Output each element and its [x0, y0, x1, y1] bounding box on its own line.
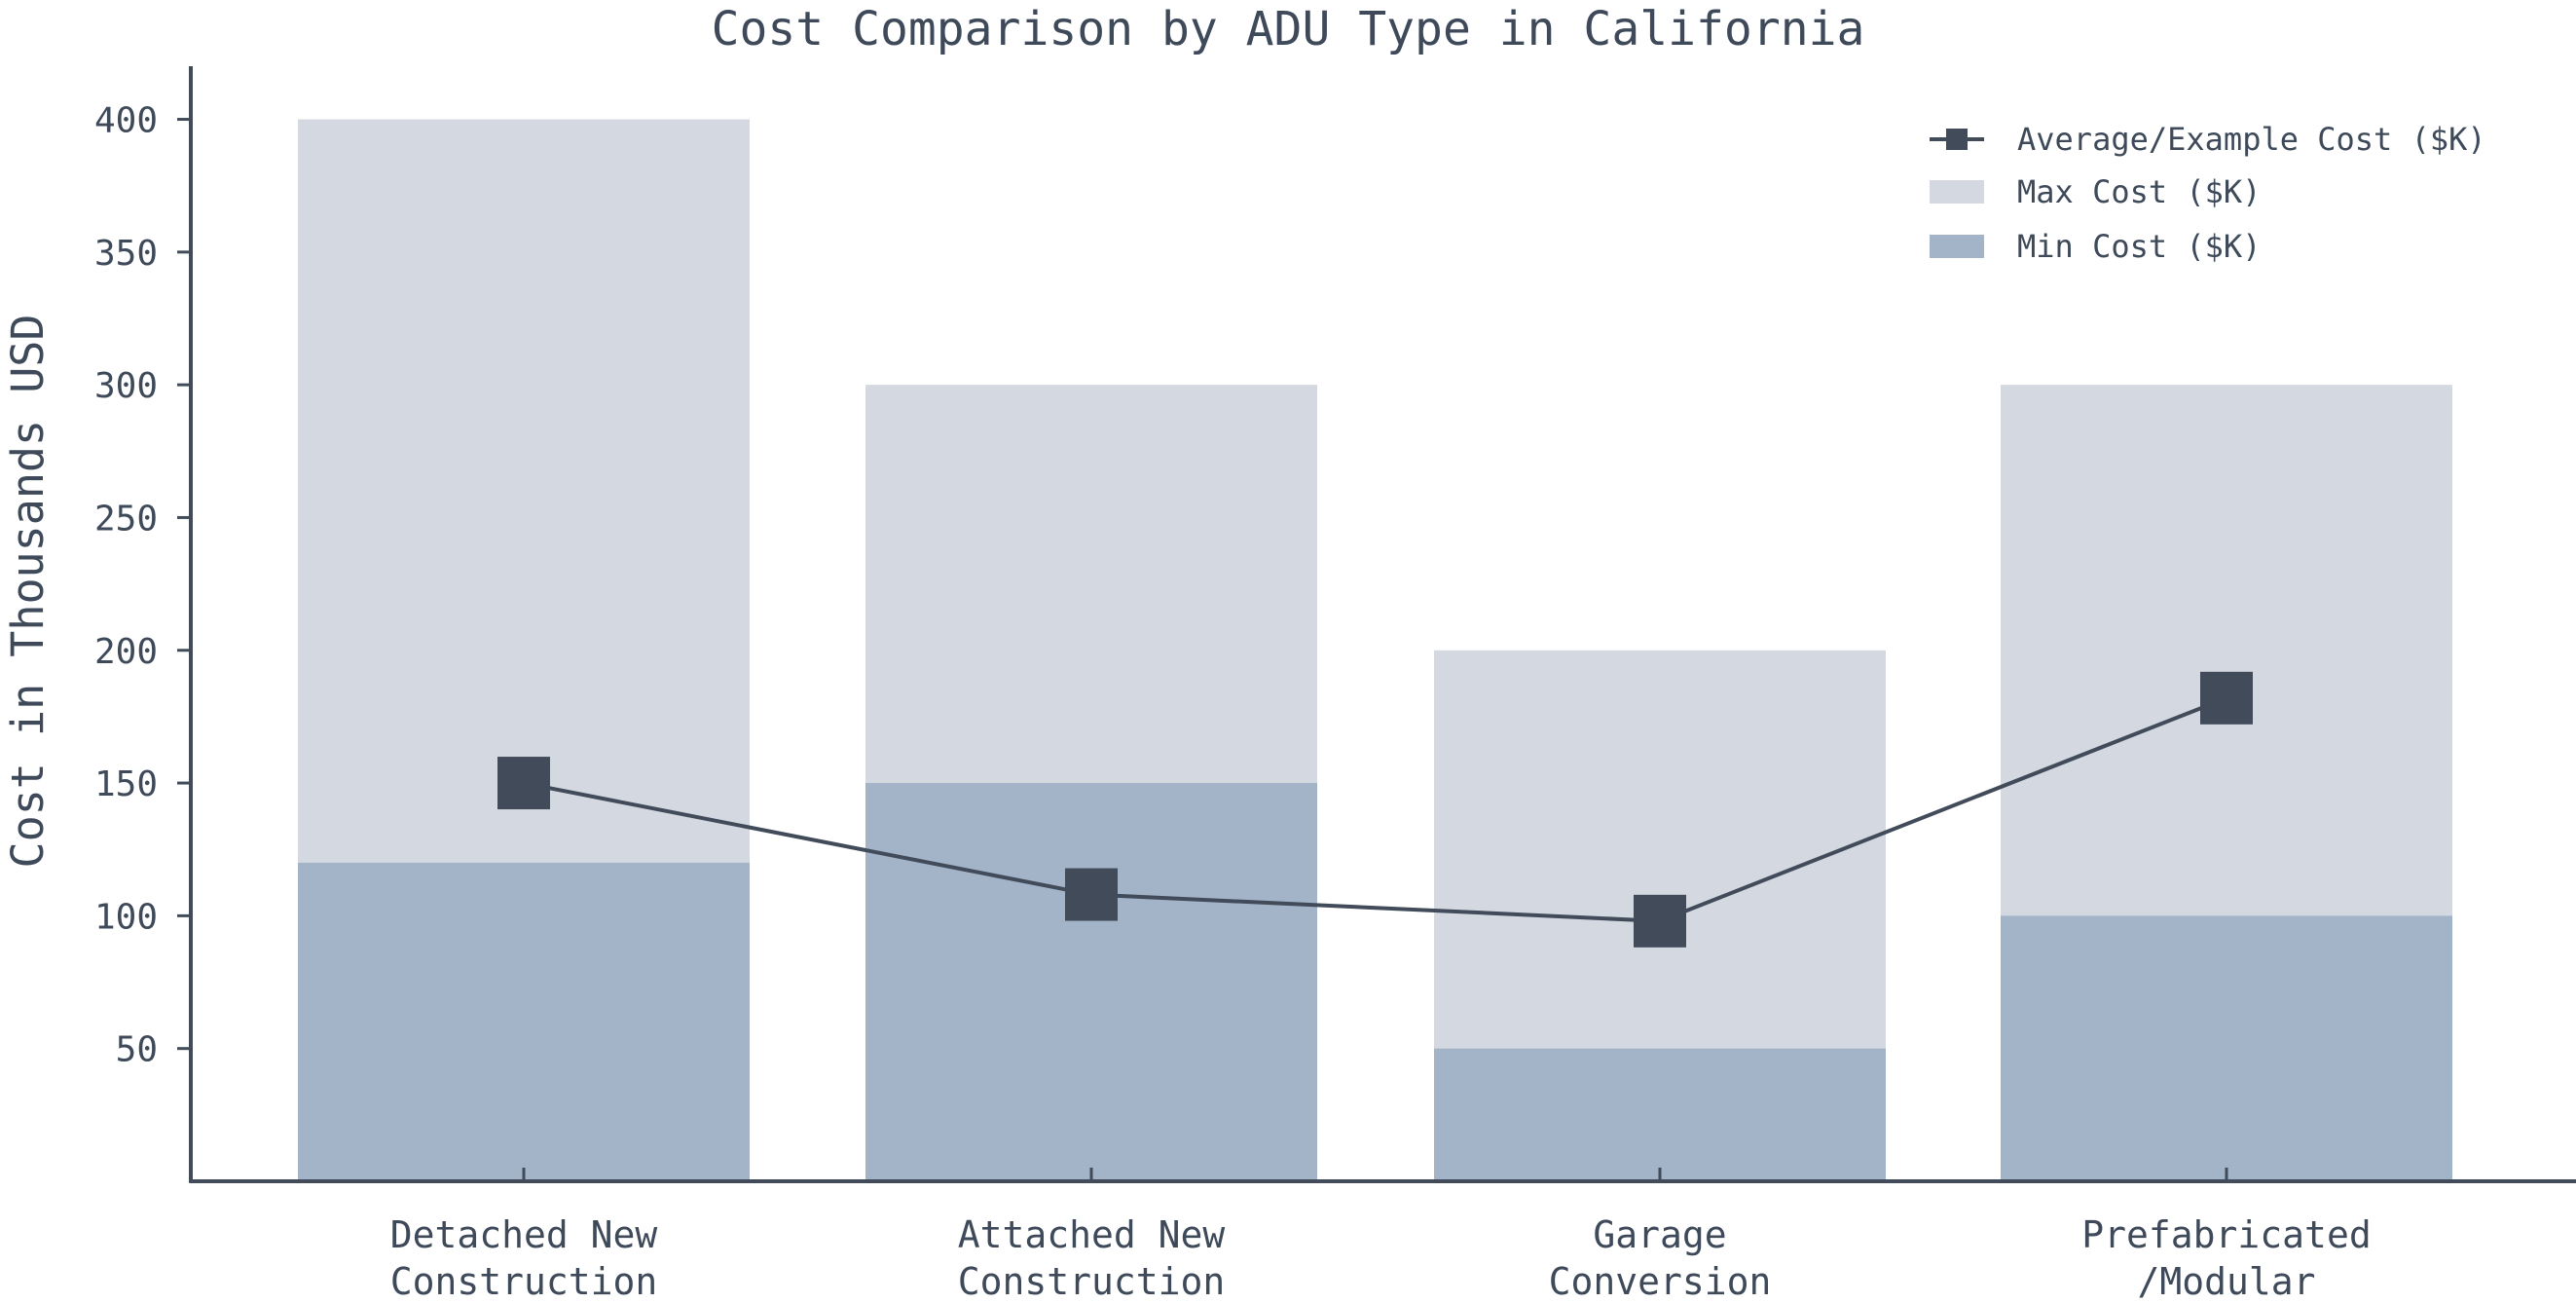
x-tick-label-line: Garage — [1593, 1213, 1726, 1256]
min-cost-bar — [298, 862, 750, 1181]
x-tick-label: Garage Conversion — [1549, 1213, 1772, 1303]
min-cost-bar — [865, 783, 1317, 1181]
legend-entry-label: Average/Example Cost ($K) — [2017, 121, 2486, 158]
x-tick-label: Prefabricated/Modular — [2081, 1213, 2371, 1303]
min-cost-bar — [2001, 915, 2452, 1181]
x-tick-label-line: Attached New — [958, 1213, 1226, 1256]
average-cost-marker — [1634, 894, 1686, 948]
x-tick-label-line: Construction — [958, 1260, 1226, 1303]
y-tick-label: 100 — [94, 897, 158, 937]
average-cost-line — [497, 671, 2253, 948]
x-tick-label-line: /Modular — [2137, 1260, 2315, 1303]
average-cost-marker — [2200, 671, 2253, 725]
y-tick-label: 300 — [94, 366, 158, 406]
x-tick-label-line: Construction — [390, 1260, 658, 1303]
y-tick-label: 400 — [94, 101, 158, 141]
legend-color-swatch — [1930, 235, 1984, 258]
y-tick-label: 50 — [116, 1030, 158, 1070]
y-axis-label: Cost in Thousands USD — [2, 315, 54, 869]
min-cost-bars — [298, 783, 2452, 1181]
legend-color-swatch — [1930, 180, 1984, 204]
y-tick-label: 250 — [94, 499, 158, 539]
x-tick-label-line: Conversion — [1549, 1260, 1772, 1303]
x-tick-label-line: Detached New — [390, 1213, 658, 1256]
chart-title: Cost Comparison by ADU Type in Californi… — [712, 2, 1865, 56]
legend-marker-swatch — [1946, 129, 1968, 150]
min-cost-bar — [1434, 1048, 1886, 1181]
legend-entry-label: Max Cost ($K) — [2017, 173, 2261, 210]
average-cost-marker — [1065, 868, 1118, 921]
average-cost-marker — [497, 757, 550, 810]
average-cost-series-line — [523, 695, 2227, 923]
y-tick-label: 200 — [94, 632, 158, 672]
legend: Average/Example Cost ($K) Max Cost ($K) Mi… — [1930, 121, 2486, 265]
x-tick-label: Detached New Construction — [390, 1213, 658, 1303]
y-tick-label: 150 — [94, 764, 158, 804]
legend-entry-label: Min Cost ($K) — [2017, 228, 2261, 265]
x-tick-label-line: Prefabricated — [2081, 1213, 2371, 1256]
y-tick-label: 350 — [94, 234, 158, 274]
x-tick-label: Attached New Construction — [958, 1213, 1226, 1303]
